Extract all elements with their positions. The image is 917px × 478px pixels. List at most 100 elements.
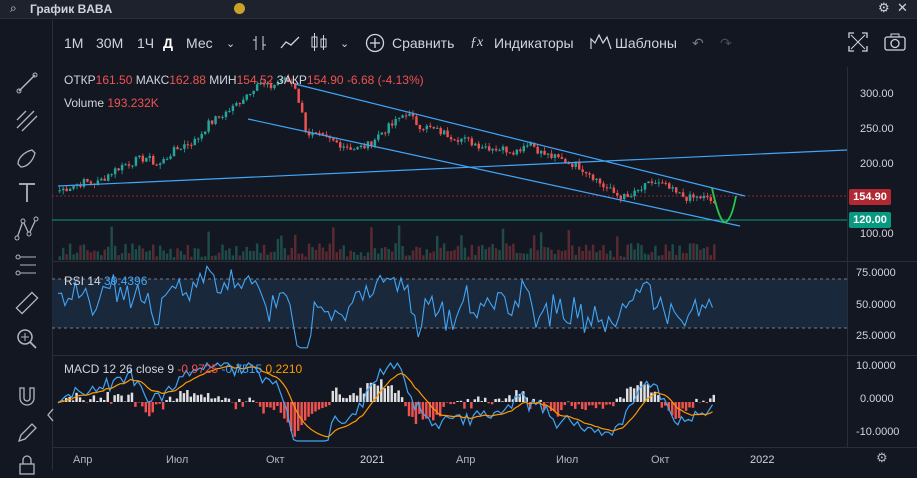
volume-bar bbox=[124, 244, 127, 260]
indicators-button[interactable]: Индикаторы bbox=[494, 35, 574, 51]
candle-body bbox=[481, 147, 484, 149]
chevron-down-icon[interactable]: ⌄ bbox=[226, 38, 236, 50]
chevron-down-icon[interactable]: ⌄ bbox=[340, 38, 350, 50]
candle-body bbox=[529, 142, 532, 146]
candle-body bbox=[602, 183, 605, 188]
macd-histogram-bar bbox=[702, 400, 705, 402]
rsi-tick: 75.0000 bbox=[856, 267, 896, 279]
macd-histogram-bar bbox=[78, 397, 82, 402]
interval-1h[interactable]: 1Ч bbox=[137, 35, 155, 51]
brush-icon[interactable] bbox=[14, 144, 40, 170]
volume-bar bbox=[89, 252, 93, 260]
plus-circle-icon[interactable] bbox=[365, 33, 385, 53]
volume-bar bbox=[145, 251, 148, 260]
volume-bar bbox=[456, 245, 460, 260]
macd-histogram-bar bbox=[407, 402, 411, 417]
zoom-icon[interactable] bbox=[14, 326, 40, 352]
volume-bar bbox=[304, 256, 307, 260]
interval-month[interactable]: Мес bbox=[186, 35, 213, 51]
candle-body bbox=[155, 164, 158, 166]
close-icon[interactable]: ✕ bbox=[897, 0, 908, 15]
candle-body bbox=[252, 90, 255, 94]
macd-histogram-bar bbox=[660, 402, 664, 408]
volume-bar bbox=[96, 251, 100, 260]
macd-histogram-bar bbox=[449, 402, 452, 405]
candle-body bbox=[564, 158, 567, 164]
gear-icon[interactable]: ⚙ bbox=[876, 450, 888, 465]
macd-histogram-bar bbox=[442, 402, 445, 407]
candle-body bbox=[394, 118, 397, 126]
text-icon[interactable] bbox=[14, 180, 40, 206]
macd-histogram-bar bbox=[262, 402, 265, 414]
ruler-icon[interactable] bbox=[14, 290, 40, 316]
macd-histogram-bar bbox=[483, 397, 487, 402]
candles-icon[interactable] bbox=[310, 32, 328, 52]
pencil-lock-icon[interactable] bbox=[14, 420, 40, 446]
line-chart-icon[interactable] bbox=[280, 34, 300, 52]
templates-icon[interactable] bbox=[590, 33, 612, 51]
candle-body bbox=[352, 149, 356, 151]
macd-histogram-bar bbox=[580, 402, 584, 410]
candle-body bbox=[242, 99, 245, 104]
volume-bar bbox=[155, 256, 158, 260]
volume-bar bbox=[671, 244, 674, 260]
candle-body bbox=[287, 77, 290, 82]
macd-histogram-bar bbox=[123, 401, 127, 402]
undo-icon[interactable]: ↶ bbox=[692, 35, 704, 51]
candle-body bbox=[650, 181, 654, 184]
collapse-toolbar-icon[interactable] bbox=[47, 408, 55, 422]
volume-bar bbox=[228, 248, 231, 260]
volume-bar bbox=[487, 247, 491, 260]
volume-bar bbox=[678, 245, 681, 260]
interval-30m[interactable]: 30M bbox=[96, 35, 124, 51]
candle-body bbox=[706, 195, 709, 198]
macd-histogram-bar bbox=[577, 402, 580, 405]
macd-histogram-bar bbox=[348, 395, 352, 402]
channel-upper[interactable] bbox=[294, 83, 746, 197]
candle-body bbox=[124, 164, 127, 166]
candle-body bbox=[210, 120, 214, 124]
pattern-icon[interactable] bbox=[14, 216, 40, 242]
interval-day[interactable]: Д bbox=[163, 35, 173, 51]
macd-histogram-bar bbox=[421, 402, 425, 420]
templates-button[interactable]: Шаблоны bbox=[615, 35, 677, 51]
search-icon[interactable]: ⌕ bbox=[10, 1, 17, 15]
channel-lower[interactable] bbox=[247, 118, 741, 227]
bar-chart-icon[interactable] bbox=[252, 34, 268, 52]
fib-icon[interactable] bbox=[14, 108, 40, 134]
candle-body bbox=[449, 137, 453, 140]
macd-histogram-bar bbox=[414, 402, 418, 424]
macd-histogram-bar bbox=[99, 397, 103, 402]
macd-tick: -10.0000 bbox=[856, 426, 900, 438]
interval-1m[interactable]: 1M bbox=[64, 35, 84, 51]
magnet-icon[interactable] bbox=[14, 384, 40, 410]
macd-histogram-bar bbox=[151, 402, 154, 413]
candle-body bbox=[581, 169, 584, 172]
macd-tick: 10.0000 bbox=[856, 360, 896, 372]
compare-button[interactable]: Сравнить bbox=[392, 35, 455, 51]
macd-histogram-bar bbox=[601, 402, 605, 409]
macd-histogram-bar bbox=[75, 392, 78, 402]
fullscreen-icon[interactable] bbox=[848, 32, 868, 52]
candle-body bbox=[384, 132, 387, 134]
volume-bar bbox=[169, 248, 172, 260]
fx-icon[interactable]: ƒx bbox=[470, 35, 484, 50]
forecast-curve[interactable] bbox=[711, 187, 737, 224]
candle-body bbox=[550, 153, 553, 158]
camera-icon[interactable] bbox=[884, 33, 906, 51]
alert-icon[interactable] bbox=[234, 3, 245, 14]
macd-histogram-bar bbox=[435, 402, 438, 415]
trendline-icon[interactable] bbox=[14, 70, 40, 96]
candle-body bbox=[377, 134, 380, 140]
forecast-icon[interactable] bbox=[14, 252, 40, 278]
volume-bar bbox=[293, 234, 297, 260]
volume-bar bbox=[515, 252, 519, 260]
macd-histogram-bar bbox=[116, 394, 120, 402]
x-tick: 2022 bbox=[750, 454, 775, 466]
macd-histogram-bar bbox=[345, 398, 348, 402]
gear-icon[interactable]: ⚙ bbox=[878, 0, 890, 15]
redo-icon[interactable]: ↷ bbox=[720, 35, 732, 51]
volume-bar bbox=[269, 252, 273, 260]
trendline-support[interactable] bbox=[57, 149, 848, 187]
